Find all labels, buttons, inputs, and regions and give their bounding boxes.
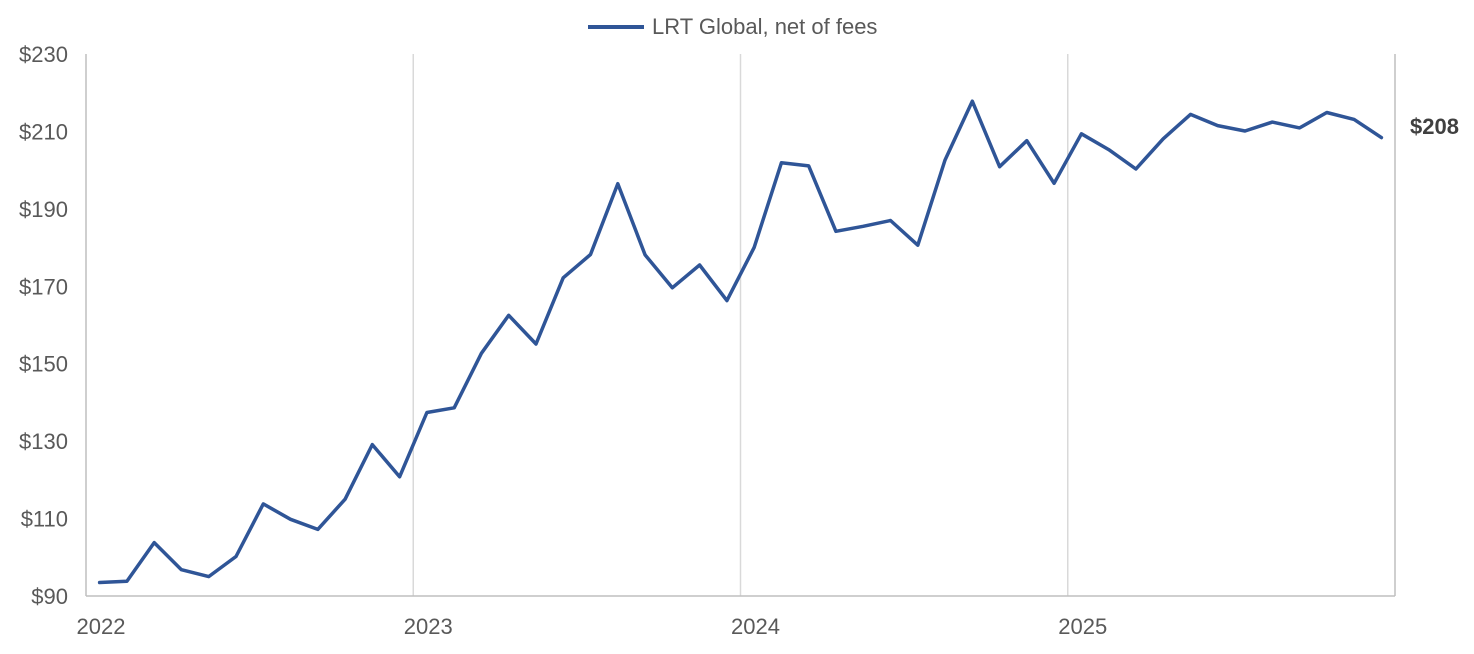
legend: LRT Global, net of fees — [588, 14, 877, 39]
y-tick-label: $130 — [19, 429, 68, 454]
x-axis-tick-labels: 2022 2023 2024 2025 — [77, 614, 1108, 639]
x-tick-label: 2025 — [1058, 614, 1107, 639]
y-tick-label: $190 — [19, 197, 68, 222]
x-tick-label: 2024 — [731, 614, 780, 639]
gridlines — [412, 54, 1069, 596]
y-tick-label: $210 — [19, 119, 68, 144]
legend-label: LRT Global, net of fees — [652, 14, 877, 39]
y-tick-label: $150 — [19, 352, 68, 377]
series-layer — [97, 99, 1384, 585]
y-tick-label: $230 — [19, 42, 68, 67]
axes — [85, 54, 1396, 597]
y-axis-tick-labels: $90 $110 $130 $150 $170 $190 $210 $230 — [19, 42, 68, 609]
series-line — [97, 99, 1384, 585]
x-tick-label: 2023 — [404, 614, 453, 639]
y-tick-label: $170 — [19, 274, 68, 299]
y-tick-label: $90 — [31, 584, 68, 609]
y-tick-label: $110 — [21, 507, 68, 532]
end-value-label: $208 — [1410, 114, 1459, 139]
x-tick-label: 2022 — [77, 614, 126, 639]
